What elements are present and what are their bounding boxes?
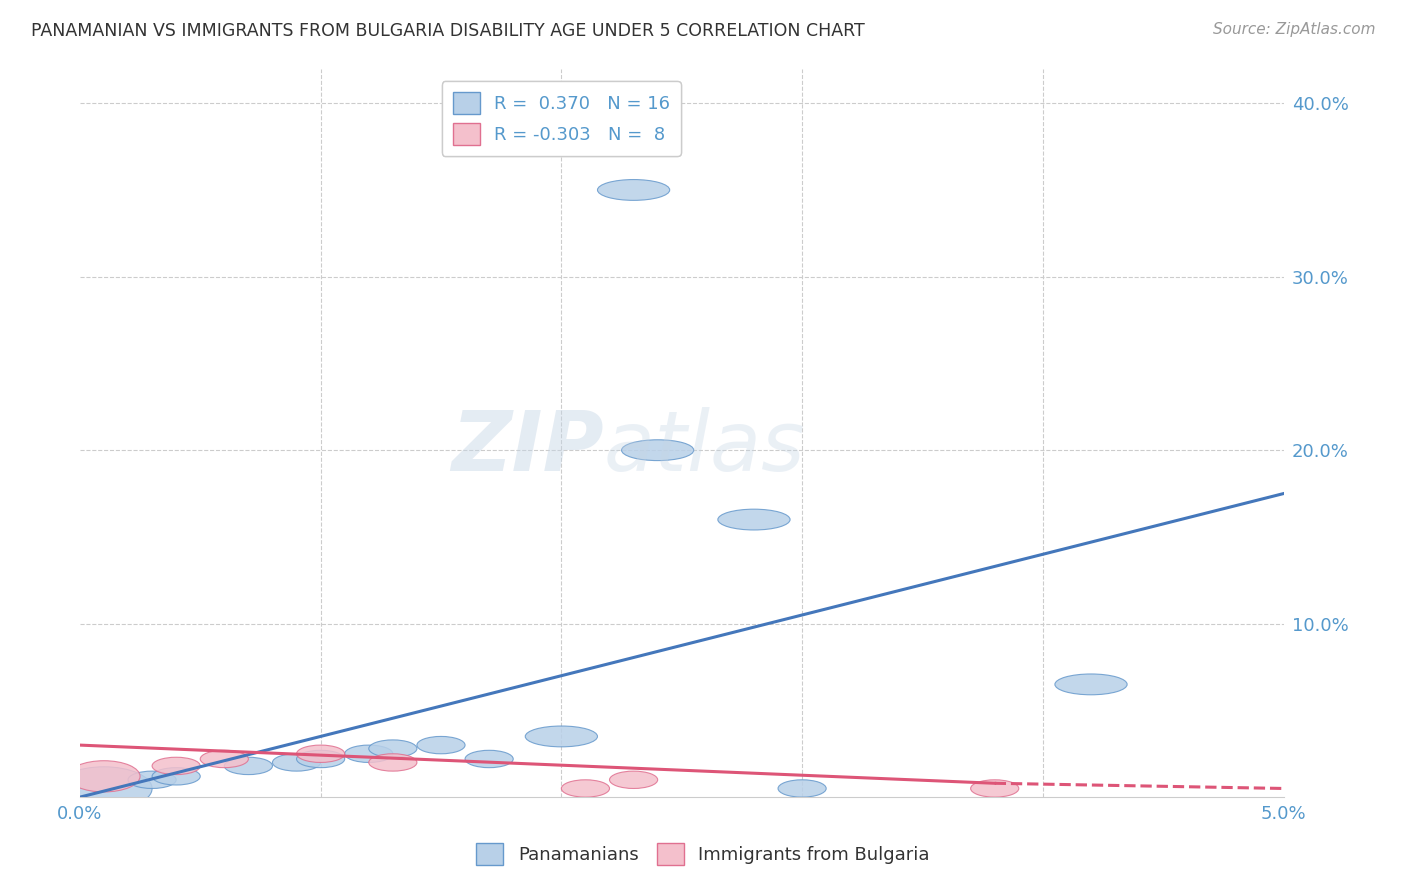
- Ellipse shape: [152, 757, 200, 774]
- Ellipse shape: [297, 750, 344, 768]
- Ellipse shape: [152, 768, 200, 785]
- Ellipse shape: [225, 757, 273, 774]
- Ellipse shape: [621, 440, 693, 460]
- Text: Source: ZipAtlas.com: Source: ZipAtlas.com: [1212, 22, 1375, 37]
- Ellipse shape: [610, 771, 658, 789]
- Ellipse shape: [273, 754, 321, 771]
- Ellipse shape: [465, 750, 513, 768]
- Ellipse shape: [344, 745, 392, 763]
- Ellipse shape: [368, 754, 418, 771]
- Ellipse shape: [526, 726, 598, 747]
- Ellipse shape: [561, 780, 610, 797]
- Ellipse shape: [418, 737, 465, 754]
- Legend: R =  0.370   N = 16, R = -0.303   N =  8: R = 0.370 N = 16, R = -0.303 N = 8: [441, 81, 681, 156]
- Text: ZIP: ZIP: [451, 407, 603, 488]
- Ellipse shape: [128, 771, 176, 789]
- Ellipse shape: [598, 179, 669, 201]
- Ellipse shape: [1054, 674, 1128, 695]
- Ellipse shape: [970, 780, 1019, 797]
- Ellipse shape: [778, 780, 827, 797]
- Legend: Panamanians, Immigrants from Bulgaria: Panamanians, Immigrants from Bulgaria: [467, 834, 939, 874]
- Text: atlas: atlas: [603, 407, 806, 488]
- Ellipse shape: [718, 509, 790, 530]
- Ellipse shape: [56, 767, 152, 810]
- Text: PANAMANIAN VS IMMIGRANTS FROM BULGARIA DISABILITY AGE UNDER 5 CORRELATION CHART: PANAMANIAN VS IMMIGRANTS FROM BULGARIA D…: [31, 22, 865, 40]
- Ellipse shape: [67, 761, 141, 792]
- Ellipse shape: [368, 739, 418, 757]
- Ellipse shape: [297, 745, 344, 763]
- Ellipse shape: [200, 750, 249, 768]
